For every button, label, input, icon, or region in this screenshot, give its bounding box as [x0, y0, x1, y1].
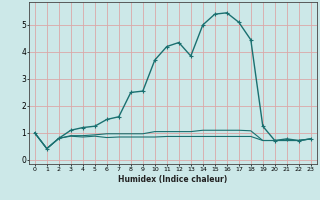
- X-axis label: Humidex (Indice chaleur): Humidex (Indice chaleur): [118, 175, 228, 184]
